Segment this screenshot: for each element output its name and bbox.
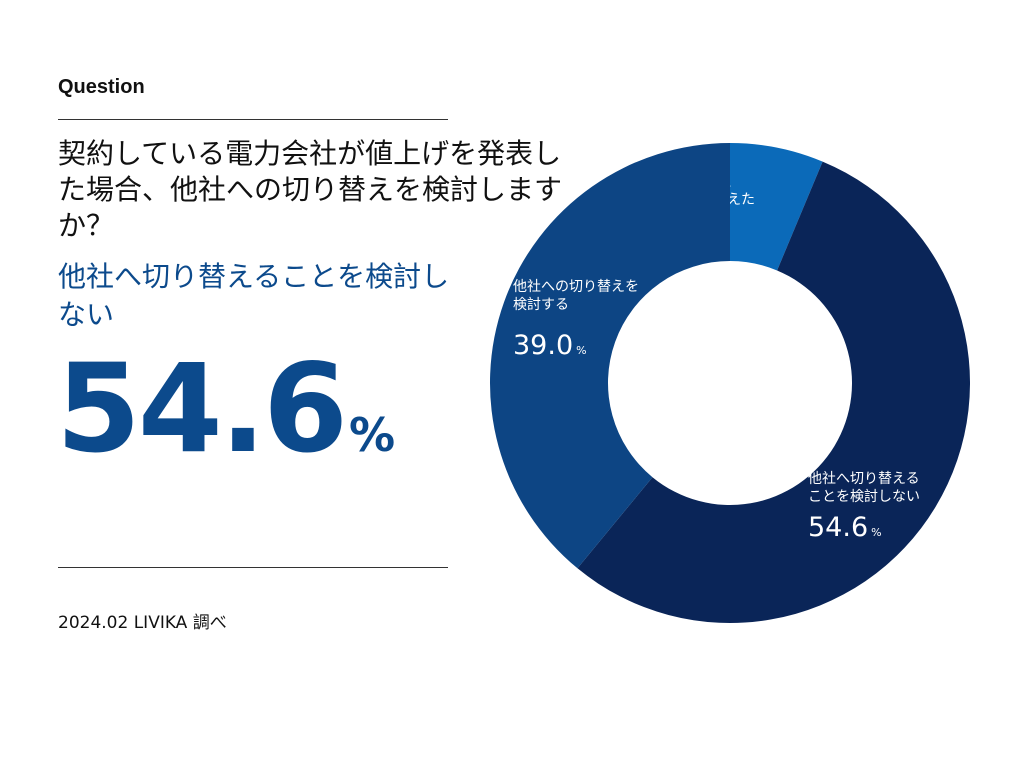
source-note: 2024.02 LIVIKA 調べ	[58, 613, 227, 633]
question-label: Question	[58, 76, 145, 98]
slice-label: 他社へ切り替える	[808, 471, 920, 487]
highlight-percentage: 54.6%	[56, 348, 395, 470]
question-text: 契約している電力会社が値上げを発表した場合、他社への切り替えを検討しますか？	[58, 137, 563, 242]
donut-slice	[730, 143, 823, 271]
donut-slice	[490, 143, 730, 569]
donut-slice	[577, 161, 970, 623]
slice-value-label: 39.0%	[513, 330, 587, 361]
highlight-unit: %	[349, 408, 396, 462]
bottom-divider	[58, 567, 448, 568]
slice-label: 他社への切り替えを	[513, 279, 639, 295]
top-divider	[58, 119, 448, 120]
slice-label: ことを検討しない	[808, 489, 920, 505]
slice-label: 検討する	[513, 297, 569, 313]
slice-value-label: 54.6%	[808, 512, 882, 543]
highlight-value: 54.6	[56, 338, 348, 480]
highlight-answer: 他社へ切り替えることを検討しない	[58, 260, 450, 331]
